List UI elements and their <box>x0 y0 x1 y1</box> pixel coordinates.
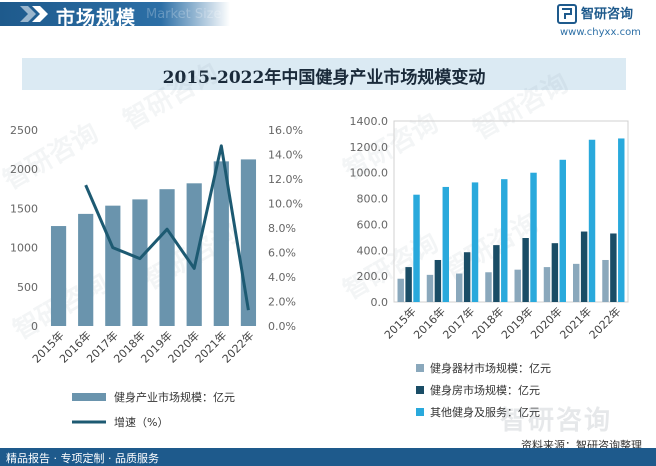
y-right-tick-label: 8.0% <box>268 222 296 235</box>
bar-other-services <box>588 139 596 302</box>
bar-market-size <box>240 159 257 326</box>
y-tick-label: 1200.0 <box>350 141 389 154</box>
legend-swatch-bar <box>72 393 106 401</box>
bar-other-services <box>530 172 537 302</box>
bar-equipment <box>397 278 404 302</box>
y-left-tick-label: 1500 <box>10 202 38 215</box>
chart-title-band: 2015-2022年中国健身产业市场规模变动 <box>22 58 626 90</box>
y-left-tick-label: 1000 <box>10 242 38 255</box>
y-tick-label: 400.0 <box>357 244 389 257</box>
section-title-ghost: Market Size <box>146 7 222 22</box>
y-tick-label: 800.0 <box>357 193 389 206</box>
bar-equipment <box>514 269 521 302</box>
bar-market-size <box>50 226 67 326</box>
x-tick-label: 2016年 <box>411 304 448 341</box>
bar-gym <box>610 233 617 302</box>
bar-gym <box>434 259 442 302</box>
legend-swatch <box>416 408 424 416</box>
chevron-right-icon <box>20 6 48 22</box>
bar-equipment <box>485 272 492 302</box>
right-grouped-bar-chart: 智研咨询智研咨询智研咨询智研咨询0.0200.0400.0600.0800.01… <box>338 67 629 419</box>
y-left-tick-label: 0 <box>31 320 38 333</box>
y-right-tick-label: 2.0% <box>268 296 296 309</box>
y-left-tick-label: 2500 <box>10 124 38 137</box>
bar-other-services <box>413 194 420 302</box>
bar-equipment <box>543 267 551 302</box>
legend-label-other: 其他健身及服务：亿元 <box>430 405 540 419</box>
bar-other-services <box>442 186 449 302</box>
y-tick-label: 200.0 <box>357 270 389 283</box>
x-tick-label: 2019年 <box>498 304 535 341</box>
x-tick-label: 2022年 <box>586 304 623 341</box>
x-tick-label: 2017年 <box>440 304 477 341</box>
x-tick-label: 2018年 <box>469 304 506 341</box>
legend-swatch <box>416 364 424 372</box>
brand-logo-icon <box>557 4 577 24</box>
y-right-tick-label: 14.0% <box>268 149 303 162</box>
footer-bar: 精品报告 · 专项定制 · 品质服务 <box>0 448 656 466</box>
footer-watermark: 智研咨询 <box>500 406 613 436</box>
bar-market-size <box>159 189 175 326</box>
y-right-tick-label: 4.0% <box>268 271 296 284</box>
bar-equipment <box>426 274 434 302</box>
bar-market-size <box>186 183 202 326</box>
brand-name: 智研咨询 <box>581 7 634 22</box>
bar-gym <box>463 252 471 302</box>
y-right-tick-label: 16.0% <box>268 124 303 137</box>
y-tick-label: 0.0 <box>371 296 389 309</box>
section-title: 市场规模 <box>56 7 137 29</box>
y-tick-label: 600.0 <box>357 218 389 231</box>
header: 市场规模 Market Size 智研咨询 www.chyxx.com <box>0 0 656 38</box>
bar-other-services <box>618 138 625 302</box>
legend-label-equipment: 健身器材市场规模：亿元 <box>430 361 551 375</box>
y-right-tick-label: 6.0% <box>268 247 296 260</box>
x-tick-label: 2021年 <box>557 304 594 341</box>
chart-title: 2015-2022年中国健身产业市场规模变动 <box>162 68 486 88</box>
legend-label-bar: 健身产业市场规模：亿元 <box>114 390 235 404</box>
bar-gym <box>522 238 529 302</box>
y-tick-label: 1000.0 <box>350 167 389 180</box>
y-right-tick-label: 12.0% <box>268 173 303 186</box>
x-tick-label: 2020年 <box>528 304 565 341</box>
legend-label-gym: 健身房市场规模：亿元 <box>430 383 540 397</box>
bar-equipment <box>456 273 463 302</box>
left-combo-chart: 智研咨询智研咨询智研咨询智研咨询050010001500200025000.0%… <box>0 57 303 429</box>
bar-gym <box>551 243 559 302</box>
bar-market-size <box>105 205 121 326</box>
bar-equipment <box>602 259 609 302</box>
bar-market-size <box>132 199 148 326</box>
bar-gym <box>493 245 500 302</box>
bar-other-services <box>501 179 508 302</box>
x-tick-label: 2015年 <box>381 304 418 341</box>
bar-gym <box>580 231 588 302</box>
legend-label-line: 增速（%） <box>114 415 168 429</box>
bar-other-services <box>559 159 566 302</box>
website-url[interactable]: www.chyxx.com <box>560 27 641 38</box>
legend-swatch <box>416 386 424 394</box>
plot-frame <box>393 120 629 303</box>
bar-other-services <box>471 182 479 302</box>
bar-market-size <box>213 161 229 326</box>
y-right-tick-label: 0.0% <box>268 320 296 333</box>
bar-gym <box>405 267 412 302</box>
bar-market-size <box>78 213 94 326</box>
bar-equipment <box>573 263 580 302</box>
y-left-tick-label: 500 <box>17 281 38 294</box>
footer-slogan: 精品报告 · 专项定制 · 品质服务 <box>6 452 159 465</box>
y-left-tick-label: 2000 <box>10 163 38 176</box>
y-tick-label: 1400.0 <box>350 115 389 128</box>
y-right-tick-label: 10.0% <box>268 198 303 211</box>
